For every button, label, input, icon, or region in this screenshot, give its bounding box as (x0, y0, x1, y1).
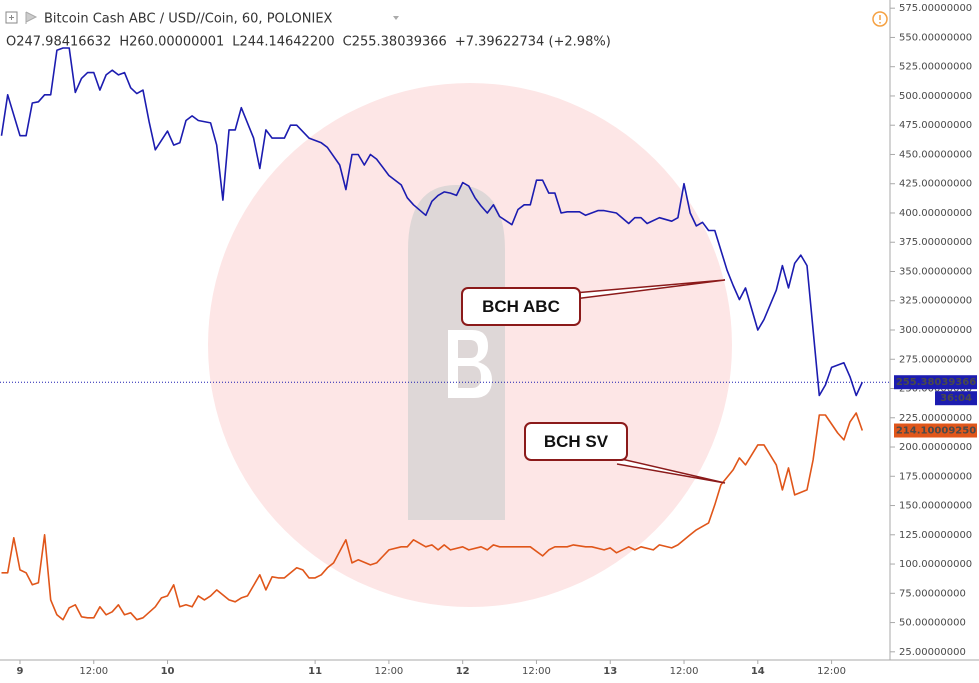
y-tick-label: 75.00000000 (899, 588, 966, 599)
change: +7.39622734 (+2.98%) (455, 35, 611, 50)
ohlc-row: O 247.98416632 H 260.00000001 L 244.14642200 C… (6, 35, 611, 50)
x-tick-label: 12:00 (670, 666, 699, 677)
ohlc-value: 247.98416632 (16, 35, 111, 50)
y-tick-label: 500.00000000 (899, 91, 972, 102)
y-tick-label: 400.00000000 (899, 208, 972, 219)
y-tick-label: 275.00000000 (899, 354, 972, 365)
x-tick-label: 12 (456, 666, 470, 677)
callout-box (461, 287, 581, 326)
chart-title: Bitcoin Cash ABC / USD//Coin, 60, POLONI… (44, 12, 333, 27)
y-tick-label: 450.00000000 (899, 149, 972, 160)
x-tick-label: 12:00 (522, 666, 551, 677)
x-tick-label: 12:00 (79, 666, 108, 677)
callout-line (616, 457, 726, 484)
x-tick-label: 14 (751, 666, 765, 677)
countdown-tag (935, 391, 977, 406)
watermark-logo (448, 330, 492, 398)
y-tick-label: 550.00000000 (899, 32, 972, 43)
y-tick-label: 25.00000000 (899, 647, 966, 658)
callout-label: BCH ABC (482, 297, 560, 316)
x-tick-label: 11 (308, 666, 322, 677)
expand-icon-plus (9, 15, 14, 20)
ohlc-label: H (119, 35, 129, 50)
price-line (0, 47, 864, 397)
ohlc-label: L (232, 35, 240, 50)
x-tick-label: 10 (161, 666, 175, 677)
y-tick-label: 300.00000000 (899, 325, 972, 336)
price-tag-label: 255.38039366 (896, 377, 976, 388)
price-tag (894, 423, 977, 438)
y-tick-label: 50.00000000 (899, 618, 966, 629)
x-tick-label: 13 (603, 666, 617, 677)
alert-icon[interactable] (872, 11, 888, 27)
ohlc-label: O (6, 35, 16, 50)
ohlc-label: C (343, 35, 352, 50)
y-tick-label: 100.00000000 (899, 559, 972, 570)
ohlc-value: 260.00000001 (129, 35, 224, 50)
countdown: 36:04 (940, 393, 972, 404)
dropdown-arrow[interactable] (393, 16, 399, 20)
x-tick-label: 12:00 (817, 666, 846, 677)
price-tag (894, 375, 977, 390)
y-tick-label: 525.00000000 (899, 62, 972, 73)
price-tag-label: 214.10009250 (896, 426, 976, 437)
y-tick-label: 325.00000000 (899, 296, 972, 307)
callout-label: BCH SV (544, 432, 609, 451)
callout-line (573, 279, 726, 300)
y-tick-label: 150.00000000 (899, 501, 972, 512)
expand-icon[interactable] (5, 11, 18, 24)
y-tick-label: 200.00000000 (899, 442, 972, 453)
y-tick-label: 225.00000000 (899, 413, 972, 424)
symbol-icon (25, 11, 38, 24)
ohlc-value: 255.38039366 (352, 35, 447, 50)
price-line (1, 412, 864, 621)
y-tick-label: 350.00000000 (899, 266, 972, 277)
y-tick-label: 175.00000000 (899, 471, 972, 482)
y-tick-label: 425.00000000 (899, 179, 972, 190)
y-tick-label: 575.00000000 (899, 3, 972, 14)
y-tick-label: 475.00000000 (899, 120, 972, 131)
y-tick-label: 375.00000000 (899, 237, 972, 248)
y-tick-label: 125.00000000 (899, 530, 972, 541)
callout-box (524, 422, 628, 461)
x-tick-label: 9 (16, 666, 23, 677)
ohlc-value: 244.14642200 (240, 35, 335, 50)
x-tick-label: 12:00 (374, 666, 403, 677)
